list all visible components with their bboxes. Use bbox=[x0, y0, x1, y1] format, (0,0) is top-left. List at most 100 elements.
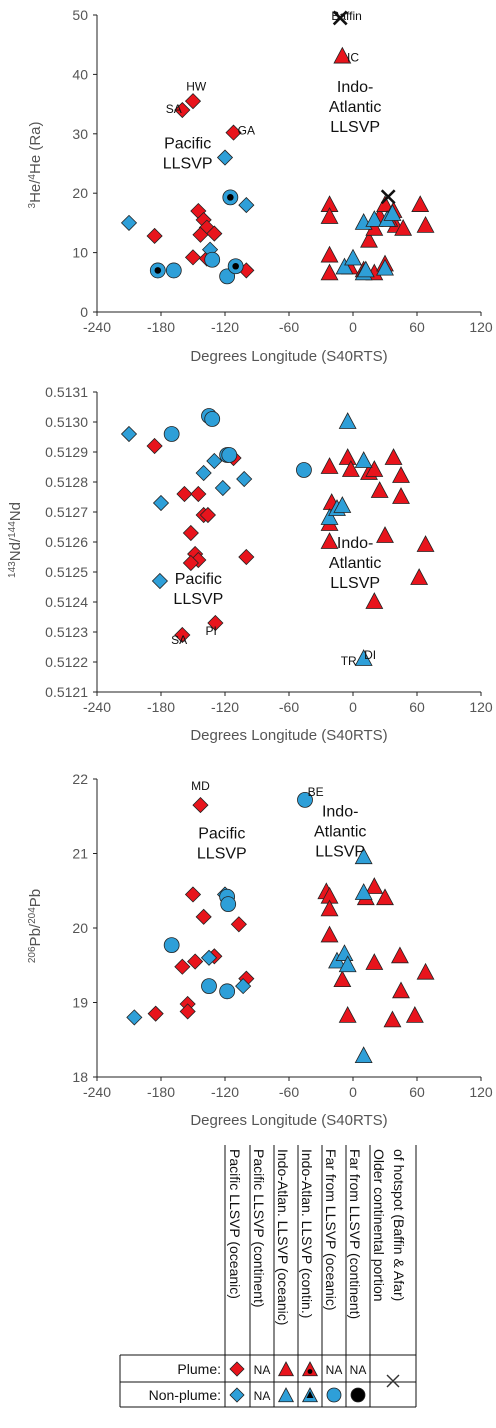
circle-marker bbox=[204, 251, 221, 268]
circle-marker bbox=[204, 411, 221, 427]
triangle-marker bbox=[383, 204, 402, 221]
circle-marker bbox=[201, 978, 217, 995]
y-tick-label: 0.5125 bbox=[45, 564, 88, 580]
point-label: SA bbox=[171, 633, 187, 647]
triangle-marker bbox=[416, 535, 435, 552]
y-label-part: Nd/ bbox=[7, 537, 24, 561]
region-label: LLSVP bbox=[330, 119, 380, 136]
triangle-marker bbox=[365, 460, 384, 477]
series-ia-plume bbox=[320, 448, 435, 609]
x-tick-label: -60 bbox=[279, 1084, 299, 1100]
triangle-marker bbox=[320, 245, 339, 263]
x-tick-label: -60 bbox=[279, 319, 299, 335]
diamond-marker bbox=[182, 524, 199, 542]
y-tick-label: 0.5126 bbox=[45, 534, 88, 550]
y-tick-label: 0.5123 bbox=[45, 624, 88, 640]
triangle-marker bbox=[392, 487, 410, 504]
region-label: Pacific bbox=[164, 136, 211, 153]
series-pac-plume bbox=[146, 437, 255, 644]
y-tick-label: 50 bbox=[72, 7, 88, 23]
triangle-marker bbox=[376, 258, 394, 276]
lead-chart: -240 -180 -120 -60 0 60 120 18 19 20 21 22 Degrees L… bbox=[27, 771, 493, 1129]
y-tick-label: 0.5128 bbox=[45, 474, 88, 490]
diamond-marker bbox=[235, 978, 252, 995]
diamond-marker bbox=[179, 1003, 196, 1020]
triangle-marker bbox=[411, 195, 430, 212]
diamond-marker bbox=[176, 485, 193, 503]
region-label: Pacific bbox=[175, 571, 222, 588]
legend-na: NA bbox=[254, 1363, 271, 1377]
x-tick-label: 120 bbox=[469, 699, 493, 715]
triangle-marker bbox=[416, 216, 435, 233]
circle-marker bbox=[297, 791, 313, 808]
y-tick-label: 0 bbox=[80, 304, 88, 320]
older-continental-legend-cross bbox=[386, 1374, 400, 1388]
diamond-marker bbox=[214, 479, 231, 497]
diamond-marker bbox=[146, 437, 163, 455]
y-tick-label: 18 bbox=[72, 1069, 88, 1085]
series-ia-nonplume bbox=[335, 204, 402, 281]
region-label: Atlantic bbox=[314, 823, 366, 840]
point-label: GA bbox=[238, 123, 255, 137]
diamond-marker bbox=[230, 916, 247, 933]
circle-marker bbox=[296, 462, 312, 478]
triangle-marker bbox=[320, 899, 339, 917]
y-axis-label: 143Nd/144Nd bbox=[7, 502, 25, 578]
diamond-marker bbox=[146, 227, 163, 245]
diamond-marker bbox=[225, 124, 242, 141]
diamond-marker bbox=[187, 953, 204, 970]
continent-dot bbox=[232, 262, 239, 270]
triangle-marker bbox=[365, 210, 384, 227]
y-tick-label: 21 bbox=[72, 846, 88, 862]
legend-table: Pacific LLSVP (oceanic) Pacific LLSVP (co… bbox=[119, 1145, 417, 1408]
legend-column-header: Far from LLSVP (oceanic) bbox=[323, 1149, 339, 1311]
legend-na: NA bbox=[326, 1363, 343, 1377]
region-label: Pacific bbox=[198, 826, 245, 843]
triangle-marker bbox=[338, 955, 357, 973]
triangle-marker bbox=[277, 1361, 295, 1377]
series-pac-plume bbox=[146, 93, 255, 279]
y-label-part: He/ bbox=[27, 179, 44, 203]
series-ia-nonplume bbox=[320, 412, 373, 666]
triangle-marker bbox=[354, 451, 373, 468]
y-tick-label: 0.5122 bbox=[45, 654, 88, 670]
region-label: Atlantic bbox=[329, 555, 381, 572]
helium-chart: -240 -180 -120 -60 0 60 120 0 10 20 30 40 50 Degrees … bbox=[27, 7, 493, 365]
legend-row-label: Plume: bbox=[177, 1361, 221, 1377]
triangle-marker bbox=[338, 412, 357, 429]
legend-column-header: Indo-Atlan. LLSVP (contin.) bbox=[299, 1149, 315, 1318]
triangle-marker bbox=[365, 953, 384, 970]
triangle-marker bbox=[360, 230, 378, 248]
triangle-marker bbox=[376, 888, 394, 906]
diamond-marker bbox=[200, 949, 218, 966]
diamond-marker bbox=[147, 1005, 164, 1022]
y-label-part: 206 bbox=[27, 946, 38, 963]
triangle-marker bbox=[354, 883, 373, 900]
diamond-marker bbox=[216, 149, 234, 166]
series-far-oceanic bbox=[163, 791, 313, 1000]
triangle-marker bbox=[392, 981, 410, 999]
circle-marker bbox=[221, 447, 238, 463]
diamond-marker bbox=[120, 214, 138, 231]
triangle-marker bbox=[370, 481, 389, 498]
y-axis-label: 206Pb/204Pb bbox=[27, 889, 45, 963]
legend-column-header: of hotspot (Baffin & Afar) bbox=[391, 1149, 407, 1301]
diamond-marker bbox=[174, 101, 191, 119]
x-tick-label: -240 bbox=[83, 1084, 111, 1100]
triangle-marker bbox=[354, 649, 373, 666]
y-tick-label: 0.5131 bbox=[45, 384, 88, 400]
diamond-marker bbox=[238, 197, 255, 214]
continent-dot bbox=[154, 267, 162, 274]
series-ia-nonplume bbox=[328, 847, 373, 1064]
legend-column-header: Far from LLSVP (continent) bbox=[347, 1149, 363, 1319]
triangle-marker bbox=[390, 946, 409, 964]
triangle-marker bbox=[354, 847, 373, 865]
legend-column-header: Indo-Atlan. LLSVP (oceanic) bbox=[275, 1149, 291, 1325]
region-label: LLSVP bbox=[173, 591, 223, 608]
y-tick-label: 0.5129 bbox=[45, 444, 88, 460]
point-label: IC bbox=[347, 50, 359, 64]
point-label: DI bbox=[364, 648, 376, 662]
series-older-continental bbox=[332, 10, 396, 205]
triangle-marker bbox=[376, 195, 394, 212]
